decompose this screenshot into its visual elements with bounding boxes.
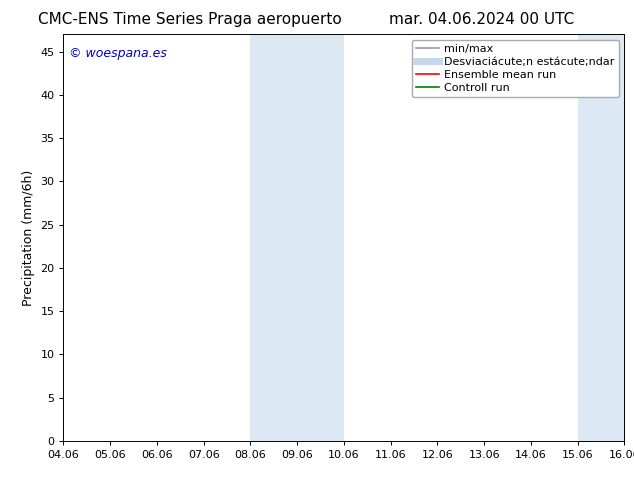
Legend: min/max, Desviaciácute;n estácute;ndar, Ensemble mean run, Controll run: min/max, Desviaciácute;n estácute;ndar, …: [412, 40, 619, 97]
Y-axis label: Precipitation (mm/6h): Precipitation (mm/6h): [22, 170, 35, 306]
Text: CMC-ENS Time Series Praga aeropuerto: CMC-ENS Time Series Praga aeropuerto: [38, 12, 342, 27]
Text: © woespana.es: © woespana.es: [69, 47, 167, 59]
Text: mar. 04.06.2024 00 UTC: mar. 04.06.2024 00 UTC: [389, 12, 574, 27]
Bar: [250, 34, 344, 441]
Bar: [578, 34, 624, 441]
